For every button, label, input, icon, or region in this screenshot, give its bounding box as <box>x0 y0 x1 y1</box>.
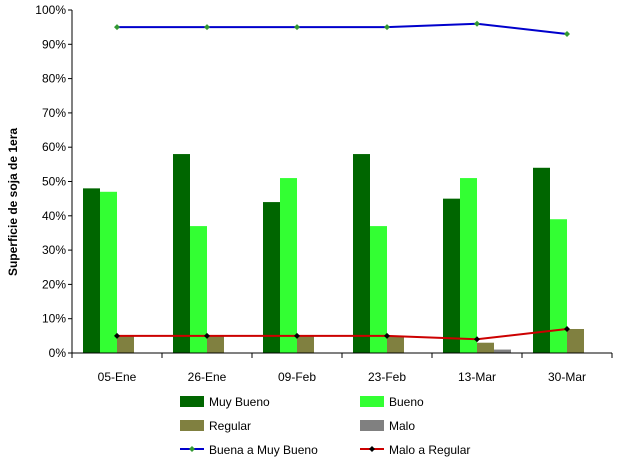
bar-muy-bueno <box>353 154 370 353</box>
bar-bueno <box>460 178 477 353</box>
marker-buena-a-muy-bueno <box>474 20 480 27</box>
bar-muy-bueno <box>533 167 550 353</box>
marker-malo-a-regular <box>564 325 570 332</box>
legend-label: Malo <box>389 419 415 433</box>
y-axis-title-group: Superficie de soja de 1era <box>6 128 20 276</box>
legend-swatch-bueno <box>360 396 384 407</box>
y-tick-label: 30% <box>42 243 66 257</box>
line-malo-a-regular <box>117 327 568 341</box>
y-tick-label: 20% <box>42 277 66 291</box>
x-tick-label: 26-Ene <box>188 370 227 384</box>
bar-bueno <box>550 219 567 353</box>
x-tick-label: 09-Feb <box>278 370 316 384</box>
legend-label: Bueno <box>389 395 424 409</box>
x-tick-label: 30-Mar <box>548 370 586 384</box>
bar-muy-bueno <box>83 188 100 353</box>
bar-regular <box>117 335 134 353</box>
legend-label: Regular <box>209 419 251 433</box>
legend: Muy Bueno Bueno Regular Malo Buena a Muy Bue… <box>180 395 470 457</box>
bar-muy-bueno <box>443 198 460 353</box>
legend-label: Muy Bueno <box>209 395 270 409</box>
bar-muy-bueno <box>173 154 190 353</box>
legend-marker-malo-a-regular <box>369 446 375 452</box>
marker-malo-a-regular <box>204 332 210 339</box>
bar-bueno <box>190 226 207 353</box>
legend-marker-buena-a-muy-bueno <box>189 446 195 452</box>
bar-regular <box>477 342 494 353</box>
marker-buena-a-muy-bueno <box>384 24 390 31</box>
y-tick-label: 100% <box>35 3 66 17</box>
y-axis-ticks: 0% 10% 20% 30% 40% 50% 60% 70% 80% 90% 100% <box>35 3 72 360</box>
line-buena-a-muy-bueno <box>117 22 568 36</box>
legend-label: Buena a Muy Bueno <box>209 443 318 457</box>
x-tick-label: 05-Ene <box>98 370 137 384</box>
bar-regular <box>567 328 584 353</box>
marker-buena-a-muy-bueno <box>114 24 120 31</box>
y-tick-label: 80% <box>42 72 66 86</box>
marker-malo-a-regular <box>384 332 390 339</box>
x-tick-label: 13-Mar <box>458 370 496 384</box>
y-axis-title: Superficie de soja de 1era <box>6 128 20 276</box>
x-axis-ticks: 05-Ene 26-Ene 09-Feb 23-Feb 13-Mar 30-Mar <box>71 353 613 384</box>
axes <box>71 10 612 354</box>
marker-buena-a-muy-bueno <box>204 24 210 31</box>
y-tick-label: 60% <box>42 140 66 154</box>
legend-swatch-malo <box>360 420 384 431</box>
legend-swatch-muy-bueno <box>180 396 204 407</box>
marker-malo-a-regular <box>294 332 300 339</box>
y-tick-label: 70% <box>42 106 66 120</box>
bar-regular <box>207 335 224 353</box>
y-tick-label: 50% <box>42 175 66 189</box>
bars <box>83 154 584 353</box>
bar-bueno <box>100 191 117 353</box>
legend-label: Malo a Regular <box>389 443 470 457</box>
marker-malo-a-regular <box>474 336 480 343</box>
y-tick-label: 40% <box>42 209 66 223</box>
lines <box>114 20 570 343</box>
bar-regular <box>387 335 404 353</box>
marker-malo-a-regular <box>114 332 120 339</box>
x-tick-label: 23-Feb <box>368 370 406 384</box>
legend-swatch-regular <box>180 420 204 431</box>
bar-malo <box>494 349 511 353</box>
marker-buena-a-muy-bueno <box>294 24 300 31</box>
bar-bueno <box>280 178 297 353</box>
bar-bueno <box>370 226 387 353</box>
y-tick-label: 90% <box>42 37 66 51</box>
bar-regular <box>297 335 314 353</box>
y-tick-label: 10% <box>42 312 66 326</box>
y-tick-label: 0% <box>49 346 67 360</box>
marker-buena-a-muy-bueno <box>564 31 570 38</box>
bar-muy-bueno <box>263 202 280 353</box>
